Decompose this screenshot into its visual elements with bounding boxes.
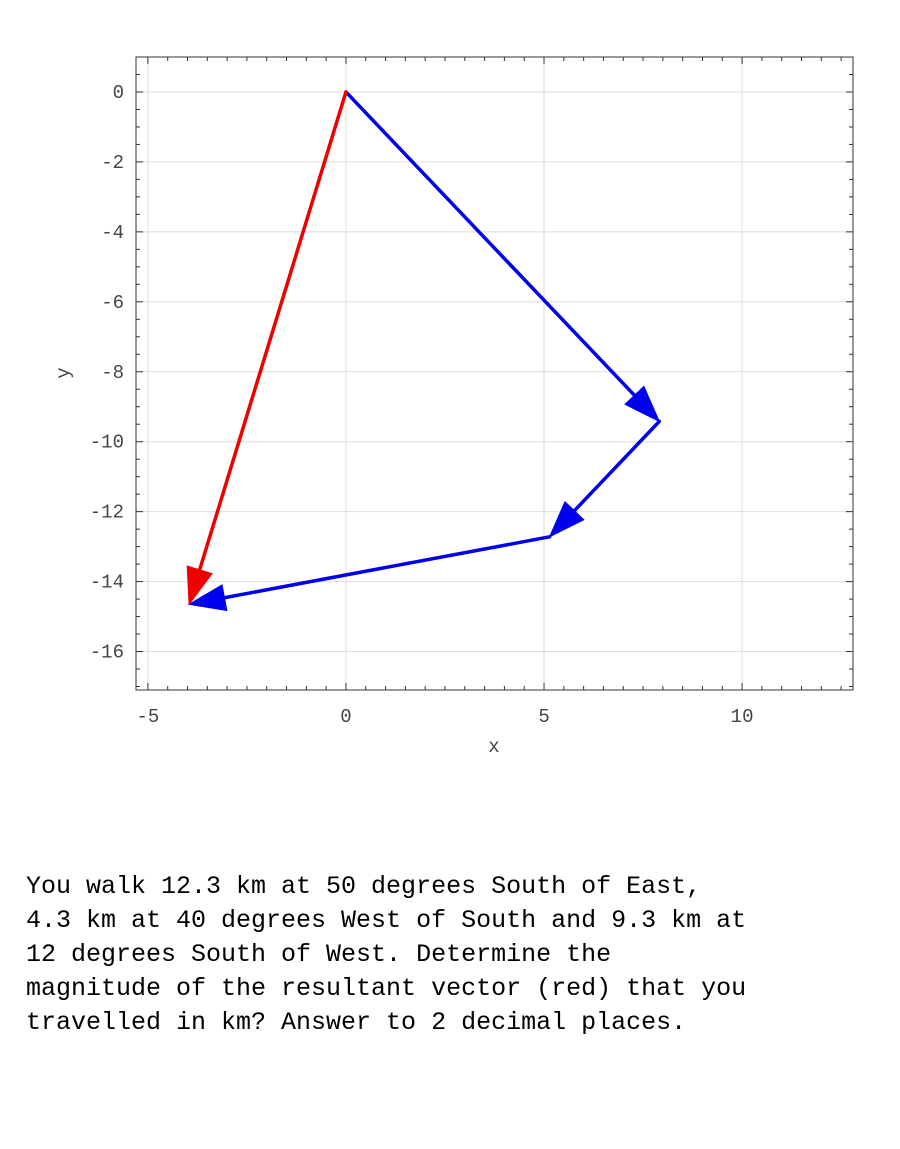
y-tick-label: -8	[101, 362, 124, 384]
y-tick-label: -4	[101, 222, 124, 244]
y-tick-label: -14	[90, 572, 124, 594]
y-tick-label: -6	[101, 292, 124, 314]
vector-arrow	[548, 419, 662, 538]
y-tick-label: -12	[90, 502, 124, 524]
vector-chart: -5 0 5 10 0 -2 -4 -6 -8 -10 -12 -14 -16 x y	[53, 56, 854, 758]
vector-arrow	[344, 90, 661, 423]
vector-arrowhead	[548, 500, 585, 538]
x-tick-label: 0	[340, 706, 351, 728]
plot-frame	[135, 56, 854, 691]
vectors	[186, 90, 662, 612]
y-tick-label: 0	[113, 82, 124, 104]
y-tick-label: -16	[90, 642, 124, 664]
y-axis-label: y	[53, 367, 75, 378]
vector-arrowhead	[624, 385, 661, 423]
vector-shaft	[189, 90, 348, 599]
x-axis-label: x	[488, 736, 499, 758]
x-tick-label: 5	[538, 706, 549, 728]
vector-arrow	[187, 535, 552, 612]
vector-arrowhead	[186, 565, 213, 606]
vector-arrowhead	[187, 584, 228, 612]
axis-ticks: -5 0 5 10 0 -2 -4 -6 -8 -10 -12 -14 -16	[90, 56, 853, 728]
x-tick-label: -5	[136, 706, 159, 728]
grid-lines	[136, 57, 853, 690]
x-tick-label: 10	[731, 706, 754, 728]
vector-arrow	[186, 90, 348, 606]
question-text: You walk 12.3 km at 50 degrees South of …	[26, 872, 747, 1037]
vector-shaft	[195, 535, 552, 605]
y-tick-label: -10	[90, 432, 124, 454]
y-tick-label: -2	[101, 152, 124, 174]
vector-shaft	[344, 90, 656, 418]
